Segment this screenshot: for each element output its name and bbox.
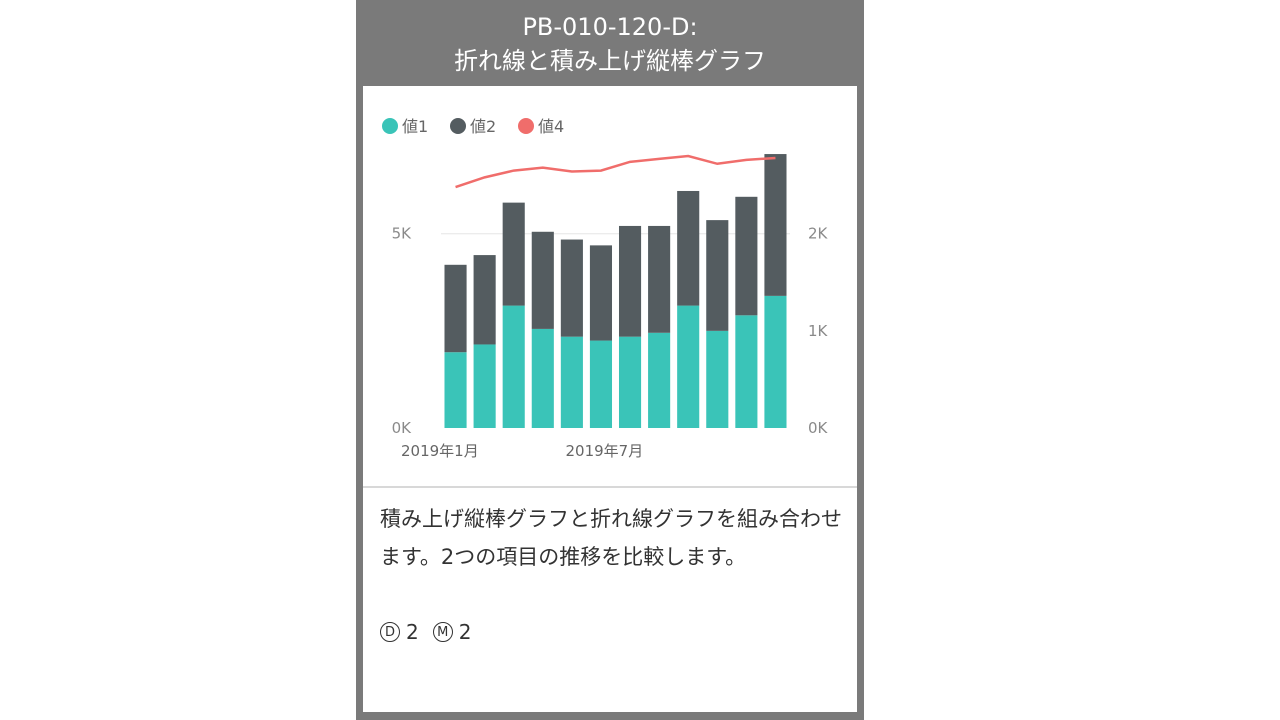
dataset-count-value: 2 (406, 620, 419, 644)
circled-m-icon: M (432, 622, 453, 642)
bar-value2 (618, 225, 642, 337)
bar-value2 (502, 202, 525, 306)
bar-value1 (735, 315, 758, 428)
bar-value1 (648, 332, 671, 428)
bar-value1 (618, 336, 642, 428)
card-description: 積み上げ縦棒グラフと折れ線グラフを組み合わせます。2つの項目の推移を比較します。 (380, 507, 842, 569)
bar-value1 (589, 340, 613, 428)
x-tick-label: 2019年7月 (566, 442, 644, 460)
circled-d-icon: D (380, 622, 400, 642)
bar-value1 (444, 352, 467, 428)
bar-value2 (531, 231, 554, 329)
bar-value2 (589, 245, 613, 341)
bar-value2 (473, 255, 496, 345)
legend-marker (518, 118, 534, 134)
bar-value2 (735, 196, 758, 316)
bar-value1 (560, 336, 583, 428)
legend-marker (450, 118, 466, 134)
bar-value2 (560, 239, 583, 337)
legend-label: 値2 (470, 117, 496, 136)
divider (363, 486, 857, 488)
bar-value1 (502, 305, 525, 428)
combo-chart: 0K 5K 0K 1K 2K 2019年1月 2019年7月 値1 値2 値4 (382, 117, 829, 460)
card-title-name: 折れ線と積み上げ縦棒グラフ (454, 47, 766, 75)
bar-value2 (677, 190, 700, 306)
bar-value1 (677, 305, 700, 428)
legend-label: 値4 (538, 117, 564, 136)
bar-value1 (473, 344, 496, 428)
measure-count: M 2 (432, 620, 472, 644)
card-title: PB-010-120-D: 折れ線と積み上げ縦棒グラフ (356, 0, 864, 86)
card-title-code: PB-010-120-D: (522, 13, 698, 41)
dataset-count: D 2 (380, 620, 419, 644)
bar-value2 (648, 225, 671, 333)
bar-value1 (764, 295, 787, 428)
y-right-tick-label: 2K (808, 225, 829, 243)
legend-label: 値1 (402, 117, 428, 136)
measure-count-value: 2 (458, 620, 472, 644)
card-body: 0K 5K 0K 1K 2K 2019年1月 2019年7月 値1 値2 値4 積み上げ縦棒グラフ… (363, 86, 857, 712)
y-right-tick-label: 0K (808, 419, 829, 437)
y-left-tick-label: 5K (392, 225, 413, 243)
bar-value2 (706, 220, 729, 331)
line-value4 (455, 154, 776, 189)
bar-value1 (531, 328, 554, 428)
x-tick-label: 2019年1月 (401, 442, 479, 460)
y-left-tick-label: 0K (392, 419, 413, 437)
y-right-tick-label: 1K (808, 322, 829, 340)
bar-value2 (764, 154, 787, 296)
bar-value2 (444, 264, 467, 353)
chart-card[interactable]: PB-010-120-D: 折れ線と積み上げ縦棒グラフ 0K 5K 0K 1K 2K 20… (356, 0, 864, 720)
bar-value1 (706, 330, 729, 428)
card-meta: D 2 M 2 (380, 620, 471, 644)
legend-marker (382, 118, 398, 134)
